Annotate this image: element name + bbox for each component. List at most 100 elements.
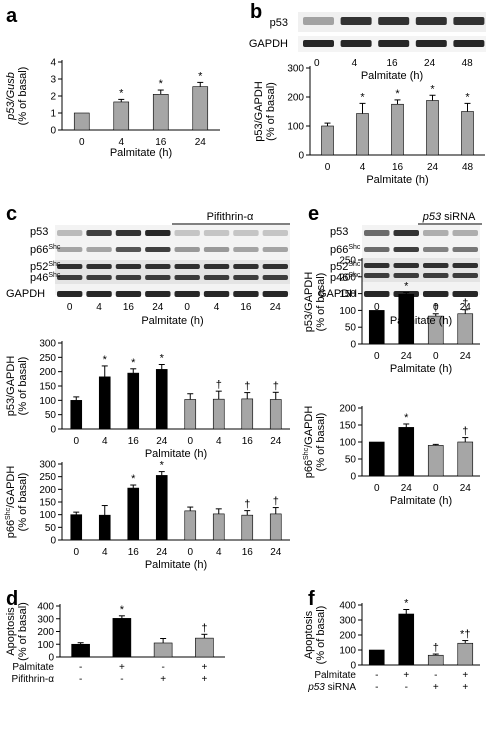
panel-label-d: d (6, 588, 18, 610)
blot-label-p66shc: p66Shc (330, 244, 361, 256)
blot-band (262, 264, 288, 269)
blot-lane-label: 16 (240, 302, 252, 313)
bar (269, 399, 282, 430)
y-tick-label: 200 (339, 631, 356, 642)
x-tick-label: 16 (128, 436, 140, 447)
y-tick-label: 200 (39, 485, 56, 496)
bar (212, 513, 225, 541)
blot-lane-label: 24 (424, 58, 436, 69)
western-blot-e: p53 p66Shc p52Shc p46Shc GAPDH p53 siRNA (318, 211, 482, 300)
x-tick-label: 24 (156, 436, 168, 447)
panel-label-c: c (6, 203, 17, 225)
blot-band (145, 247, 171, 252)
y-axis-label: p53/GAPDH (253, 81, 265, 142)
y-tick-label: 100 (339, 646, 356, 657)
blot-x-label: Palmitate (h) (390, 315, 452, 327)
bar (368, 441, 385, 477)
bar (127, 372, 140, 430)
significance-mark: † (462, 426, 468, 438)
y-axis-label: Apoptosis (5, 607, 17, 656)
blot-lane-label: 0 (433, 302, 439, 313)
x-tick-label: 24 (270, 547, 282, 558)
blot-lane-label: 24 (152, 302, 164, 313)
blot-band (340, 40, 372, 47)
blot-band (86, 264, 112, 269)
significance-mark: * (404, 598, 409, 610)
y-axis-label-unit: (% of basal) (17, 602, 29, 661)
y-axis-label-unit: (% of basal) (265, 82, 277, 141)
x-tick-label: 16 (242, 547, 254, 558)
significance-mark: * (103, 354, 108, 366)
blot-band (415, 17, 447, 25)
blot-band (174, 230, 200, 236)
x-tick-label: 16 (392, 162, 404, 173)
significance-mark: * (160, 353, 165, 365)
significance-mark: * (131, 357, 136, 369)
y-tick-label: 0 (350, 340, 356, 351)
blot-band (423, 291, 449, 297)
condition-sign: - (375, 670, 378, 681)
y-tick-label: 3 (50, 75, 56, 86)
x-tick-label: 24 (270, 436, 282, 447)
blot-band (423, 263, 449, 268)
significance-mark: * (404, 281, 409, 293)
blot-label-p53: p53 (330, 226, 348, 238)
x-tick-label: 16 (155, 137, 167, 148)
x-tick-label: 4 (102, 436, 108, 447)
x-axis-label: Palmitate (h) (110, 147, 172, 159)
blot-band (262, 291, 288, 297)
bar (321, 125, 334, 156)
condition-sign: - (161, 662, 164, 673)
y-tick-label: 0 (48, 653, 54, 664)
blot-band (86, 291, 112, 297)
y-axis-label-unit: (% of basal) (17, 357, 29, 416)
y-tick-label: 150 (39, 382, 56, 393)
bar (457, 313, 474, 345)
blot-label-p46shc: p46Shc (330, 272, 361, 284)
y-axis-label: p53/GAPDH (303, 272, 315, 333)
panel-label-b: b (250, 1, 262, 23)
significance-mark: * (159, 78, 164, 90)
condition-sign: + (201, 662, 207, 673)
blot-band (57, 275, 83, 280)
y-tick-label: 0 (50, 536, 56, 547)
bar (112, 618, 132, 658)
bar (153, 642, 173, 658)
bar (427, 445, 444, 477)
blot-x-label: Palmitate (h) (141, 315, 203, 327)
x-tick-label: 0 (433, 351, 439, 362)
x-tick-label: 0 (79, 137, 85, 148)
y-tick-label: 1 (50, 109, 56, 120)
y-tick-label: 50 (345, 323, 357, 334)
x-tick-label: 24 (427, 162, 439, 173)
bar (98, 514, 111, 541)
blot-band (452, 263, 478, 268)
blot-lane-label: 0 (314, 58, 320, 69)
blot-band (303, 40, 334, 47)
panel-label-e: e (308, 203, 319, 225)
bar (184, 510, 197, 541)
blot-band (364, 247, 390, 252)
y-tick-label: 150 (339, 289, 356, 300)
blot-band (262, 275, 288, 280)
bar (155, 369, 168, 430)
bar (398, 613, 415, 666)
blot-band (174, 247, 200, 252)
blot-band (203, 230, 230, 236)
condition-sign: + (462, 682, 468, 693)
blot-band (340, 17, 372, 25)
western-blot-c: p53 p66Shc p52Shc p46Shc GAPDH Pifithrin… (6, 211, 290, 300)
x-tick-label: 4 (118, 137, 124, 148)
y-axis-label: p53/GAPDH (5, 356, 17, 417)
y-axis-label: Apoptosis (303, 610, 315, 659)
blot-band (145, 291, 171, 297)
blot-lane-label: 4 (96, 302, 102, 313)
chart-b: 0 100 200 300 p53/GAPDH (% of basal) * * * * 0 4 16 2… (253, 58, 485, 186)
x-tick-label: 4 (216, 436, 222, 447)
y-tick-label: 300 (37, 614, 54, 625)
y-tick-label: 50 (45, 410, 57, 421)
blot-band (452, 273, 478, 278)
condition-sign: - (79, 662, 82, 673)
